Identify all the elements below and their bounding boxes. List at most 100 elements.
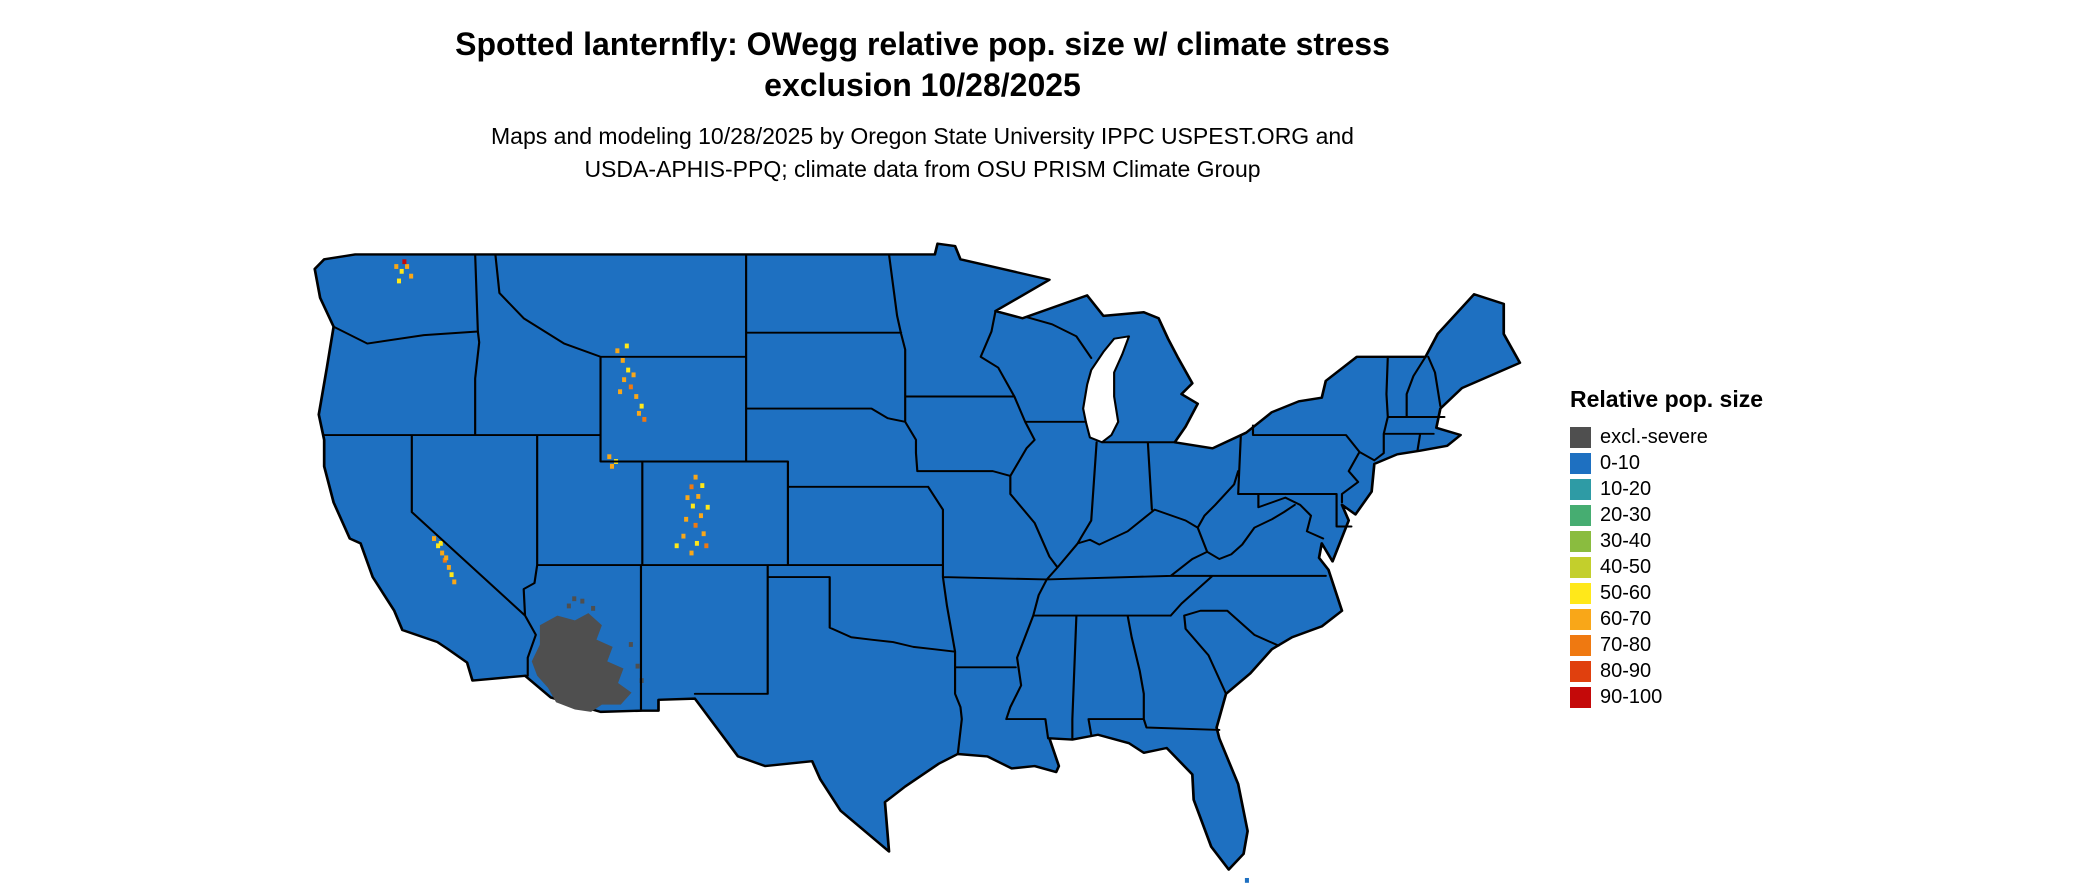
legend-item-label: 0-10 xyxy=(1600,452,1641,474)
legend-item-label: 10-20 xyxy=(1600,478,1652,500)
speckle-sierra-nevada-ca xyxy=(449,572,454,578)
figure-subtitle: Maps and modeling 10/28/2025 by Oregon S… xyxy=(0,120,1845,186)
speckle-colorado-rockies xyxy=(684,516,689,522)
speckle-north-cascades-wa xyxy=(409,273,414,279)
legend-color-chip xyxy=(1570,427,1591,448)
legend-item-label: 60-70 xyxy=(1600,608,1652,630)
speckle-colorado-rockies xyxy=(681,533,686,539)
figure-header: Spotted lanternfly: OWegg relative pop. … xyxy=(0,24,1845,186)
exclusion-region-arizona xyxy=(531,613,632,712)
subtitle-line2: USDA-APHIS-PPQ; climate data from OSU PR… xyxy=(584,156,1261,182)
speckle-colorado-rockies xyxy=(701,531,706,537)
speckle-colorado-rockies xyxy=(705,504,710,510)
legend-color-chip xyxy=(1570,557,1591,578)
speckle-arizona-exclusion-fringe xyxy=(628,642,633,647)
speckle-sierra-nevada-ca xyxy=(440,550,445,556)
legend-row: 70-80 xyxy=(1570,635,1763,656)
legend-row: 0-10 xyxy=(1570,453,1763,474)
legend-color-chip xyxy=(1570,687,1591,708)
speckle-sierra-nevada-ca xyxy=(444,555,449,561)
legend-color-chip xyxy=(1570,661,1591,682)
speckle-north-cascades-wa xyxy=(396,278,402,284)
legend-item-label: 20-30 xyxy=(1600,504,1652,526)
legend-color-chip xyxy=(1570,609,1591,630)
speckle-colorado-rockies xyxy=(685,495,690,501)
legend-color-chip xyxy=(1570,583,1591,604)
speckle-absaroka-wind-river-wy xyxy=(626,367,631,373)
speckle-sierra-nevada-ca xyxy=(442,557,447,563)
us-map xyxy=(308,228,1528,884)
conus-outline xyxy=(313,242,1522,871)
speckle-colorado-rockies xyxy=(698,513,703,519)
speckle-sierra-nevada-ca xyxy=(436,543,441,549)
subtitle-line1: Maps and modeling 10/28/2025 by Oregon S… xyxy=(491,123,1354,149)
speckle-colorado-rockies xyxy=(689,550,694,556)
legend-row: 60-70 xyxy=(1570,609,1763,630)
speckle-uinta-ut xyxy=(609,463,615,469)
speckle-north-cascades-wa xyxy=(394,264,399,269)
speckle-north-cascades-wa xyxy=(399,268,404,274)
legend-row: 80-90 xyxy=(1570,661,1763,682)
legend-color-chip xyxy=(1570,453,1591,474)
speckle-sierra-nevada-ca xyxy=(452,579,457,585)
state-borders xyxy=(323,253,1446,755)
speckle-absaroka-wind-river-wy xyxy=(622,377,627,383)
speckle-arizona-exclusion-fringe xyxy=(580,598,585,604)
speckle-absaroka-wind-river-wy xyxy=(624,343,629,349)
legend-item-label: 80-90 xyxy=(1600,660,1652,682)
legend-row: 10-20 xyxy=(1570,479,1763,500)
speckle-sierra-nevada-ca xyxy=(446,565,451,570)
speckle-absaroka-wind-river-wy xyxy=(639,403,644,409)
speckle-north-cascades-wa xyxy=(405,264,410,269)
speckle-absaroka-wind-river-wy xyxy=(634,394,639,399)
speckle-arizona-exclusion-fringe xyxy=(591,605,596,611)
speckle-absaroka-wind-river-wy xyxy=(628,384,633,390)
speckle-north-cascades-wa xyxy=(402,259,407,265)
speckle-absaroka-wind-river-wy xyxy=(636,410,641,416)
map-legend: Relative pop. size excl.-severe 0-10 10-20… xyxy=(1570,386,1763,713)
speckle-islands-se-of-florida xyxy=(1244,877,1249,883)
legend-item-label: 50-60 xyxy=(1600,582,1652,604)
speckle-arizona-exclusion-fringe xyxy=(566,603,571,609)
legend-item-label: 30-40 xyxy=(1600,530,1652,552)
speckle-sierra-nevada-ca xyxy=(438,540,443,546)
speckle-colorado-rockies xyxy=(694,540,699,546)
population-speckle-layer xyxy=(394,259,1249,883)
speckle-absaroka-wind-river-wy xyxy=(631,372,636,378)
speckle-colorado-rockies xyxy=(693,474,698,480)
legend-color-chip xyxy=(1570,505,1591,526)
legend-item-label: 40-50 xyxy=(1600,556,1652,578)
speckle-absaroka-wind-river-wy xyxy=(615,348,620,354)
legend-row: 50-60 xyxy=(1570,583,1763,604)
speckle-absaroka-wind-river-wy xyxy=(620,357,625,363)
speckle-colorado-rockies xyxy=(696,494,701,499)
legend-row: excl.-severe xyxy=(1570,427,1763,448)
speckle-colorado-rockies xyxy=(689,484,694,490)
legend-color-chip xyxy=(1570,531,1591,552)
lake-michigan xyxy=(1082,335,1131,444)
legend-item-label: 70-80 xyxy=(1600,634,1652,656)
speckle-arizona-exclusion-fringe xyxy=(635,663,640,669)
page-title-line2: exclusion 10/28/2025 xyxy=(764,67,1081,103)
speckle-absaroka-wind-river-wy xyxy=(642,416,647,422)
legend-items: excl.-severe 0-10 10-20 20-30 30-40 40-50 50-6… xyxy=(1570,427,1763,708)
legend-row: 90-100 xyxy=(1570,687,1763,708)
legend-color-chip xyxy=(1570,479,1591,500)
legend-row: 30-40 xyxy=(1570,531,1763,552)
legend-item-label: excl.-severe xyxy=(1600,426,1708,448)
speckle-uinta-ut xyxy=(607,454,612,460)
speckle-arizona-exclusion-fringe xyxy=(572,596,577,602)
speckle-absaroka-wind-river-wy xyxy=(618,389,623,395)
speckle-colorado-rockies xyxy=(674,543,679,549)
legend-row: 40-50 xyxy=(1570,557,1763,578)
legend-title: Relative pop. size xyxy=(1570,386,1764,412)
speckle-colorado-rockies xyxy=(700,483,705,488)
speckle-colorado-rockies xyxy=(690,503,695,509)
page-title-line1: Spotted lanternfly: OWegg relative pop. … xyxy=(455,26,1390,62)
legend-item-label: 90-100 xyxy=(1600,686,1663,708)
speckle-sierra-nevada-ca xyxy=(432,536,437,541)
speckle-colorado-rockies xyxy=(704,543,709,549)
legend-row: 20-30 xyxy=(1570,505,1763,526)
speckle-colorado-rockies xyxy=(693,522,698,528)
